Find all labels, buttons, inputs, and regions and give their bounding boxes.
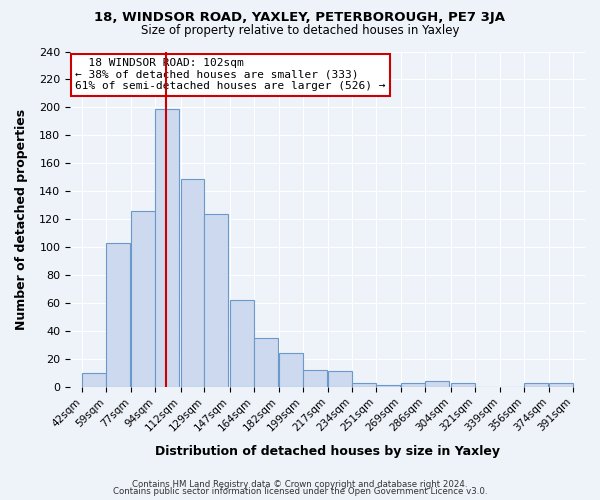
Bar (451, 382, 475, 387)
Bar (279, 354, 303, 387)
Bar (401, 382, 425, 387)
Text: Size of property relative to detached houses in Yaxley: Size of property relative to detached ho… (141, 24, 459, 37)
Bar (549, 382, 573, 387)
Bar (205, 214, 229, 387)
Text: Contains HM Land Registry data © Crown copyright and database right 2024.: Contains HM Land Registry data © Crown c… (132, 480, 468, 489)
Bar (131, 211, 155, 387)
Bar (181, 178, 205, 387)
Text: Contains public sector information licensed under the Open Government Licence v3: Contains public sector information licen… (113, 487, 487, 496)
X-axis label: Distribution of detached houses by size in Yaxley: Distribution of detached houses by size … (155, 444, 500, 458)
Text: 18, WINDSOR ROAD, YAXLEY, PETERBOROUGH, PE7 3JA: 18, WINDSOR ROAD, YAXLEY, PETERBOROUGH, … (95, 12, 505, 24)
Bar (230, 300, 254, 387)
Bar (82, 373, 106, 387)
Bar (352, 382, 376, 387)
Bar (254, 338, 278, 387)
Text: 18 WINDSOR ROAD: 102sqm  
← 38% of detached houses are smaller (333)
61% of semi: 18 WINDSOR ROAD: 102sqm ← 38% of detache… (75, 58, 386, 92)
Bar (376, 386, 400, 387)
Bar (524, 382, 548, 387)
Bar (303, 370, 327, 387)
Bar (155, 109, 179, 387)
Bar (425, 381, 449, 387)
Bar (106, 243, 130, 387)
Bar (328, 372, 352, 387)
Y-axis label: Number of detached properties: Number of detached properties (15, 108, 28, 330)
